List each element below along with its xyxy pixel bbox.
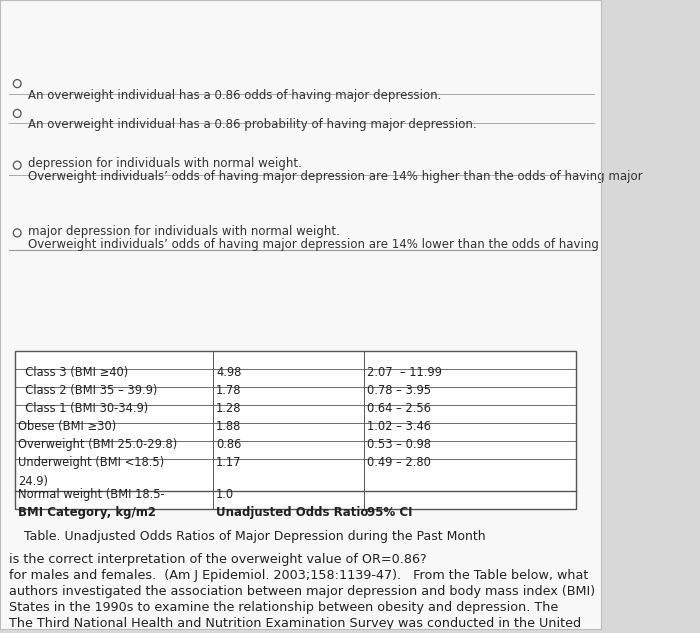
Text: 1.88: 1.88	[216, 420, 242, 433]
Text: 0.49 – 2.80: 0.49 – 2.80	[367, 456, 430, 469]
Text: Normal weight (BMI 18.5-: Normal weight (BMI 18.5-	[18, 487, 164, 501]
Text: Overweight individuals’ odds of having major depression are 14% higher than the : Overweight individuals’ odds of having m…	[29, 170, 643, 183]
Text: Class 3 (BMI ≥40): Class 3 (BMI ≥40)	[18, 367, 128, 379]
Text: 1.78: 1.78	[216, 384, 242, 397]
Text: 0.53 – 0.98: 0.53 – 0.98	[367, 438, 430, 451]
Text: depression for individuals with normal weight.: depression for individuals with normal w…	[29, 157, 302, 170]
Text: is the correct interpretation of the overweight value of OR=0.86?: is the correct interpretation of the ove…	[8, 553, 426, 567]
Text: An overweight individual has a 0.86 probability of having major depression.: An overweight individual has a 0.86 prob…	[29, 118, 477, 132]
Text: Obese (BMI ≥30): Obese (BMI ≥30)	[18, 420, 116, 433]
Circle shape	[13, 110, 21, 118]
Text: Overweight individuals’ odds of having major depression are 14% lower than the o: Overweight individuals’ odds of having m…	[29, 238, 599, 251]
Text: An overweight individual has a 0.86 odds of having major depression.: An overweight individual has a 0.86 odds…	[29, 89, 442, 101]
Circle shape	[13, 161, 21, 169]
Text: Underweight (BMI <18.5): Underweight (BMI <18.5)	[18, 456, 164, 469]
Circle shape	[13, 229, 21, 237]
Circle shape	[13, 80, 21, 87]
Text: 1.28: 1.28	[216, 402, 242, 415]
Text: major depression for individuals with normal weight.: major depression for individuals with no…	[29, 225, 340, 238]
Bar	[15, 351, 577, 508]
Text: Unadjusted Odds Ratio: Unadjusted Odds Ratio	[216, 506, 368, 518]
Text: 24.9): 24.9)	[18, 475, 48, 488]
Text: 0.86: 0.86	[216, 438, 242, 451]
Text: 1.02 – 3.46: 1.02 – 3.46	[367, 420, 430, 433]
Text: Class 1 (BMI 30-34.9): Class 1 (BMI 30-34.9)	[18, 402, 148, 415]
Text: States in the 1990s to examine the relationship between obesity and depression. : States in the 1990s to examine the relat…	[8, 601, 558, 614]
Text: 0.64 – 2.56: 0.64 – 2.56	[367, 402, 430, 415]
Text: 4.98: 4.98	[216, 367, 242, 379]
Text: The Third National Health and Nutrition Examination Survey was conducted in the : The Third National Health and Nutrition …	[8, 617, 581, 630]
Text: authors investigated the association between major depression and body mass inde: authors investigated the association bet…	[8, 586, 595, 598]
Text: 1.0: 1.0	[216, 487, 234, 501]
Bar	[0, 0, 602, 630]
Text: 2.07  – 11.99: 2.07 – 11.99	[367, 367, 442, 379]
Bar	[0, 0, 602, 630]
Text: Table. Unadjusted Odds Ratios of Major Depression during the Past Month: Table. Unadjusted Odds Ratios of Major D…	[24, 530, 486, 544]
Text: 0.78 – 3.95: 0.78 – 3.95	[367, 384, 430, 397]
Text: Overweight (BMI 25.0-29.8): Overweight (BMI 25.0-29.8)	[18, 438, 177, 451]
Text: for males and females.  (Am J Epidemiol. 2003;158:1139-47).   From the Table bel: for males and females. (Am J Epidemiol. …	[8, 569, 588, 582]
Text: BMI Category, kg/m2: BMI Category, kg/m2	[18, 506, 156, 518]
Text: 1.17: 1.17	[216, 456, 242, 469]
Text: 95% CI: 95% CI	[367, 506, 412, 518]
Text: Class 2 (BMI 35 – 39.9): Class 2 (BMI 35 – 39.9)	[18, 384, 158, 397]
